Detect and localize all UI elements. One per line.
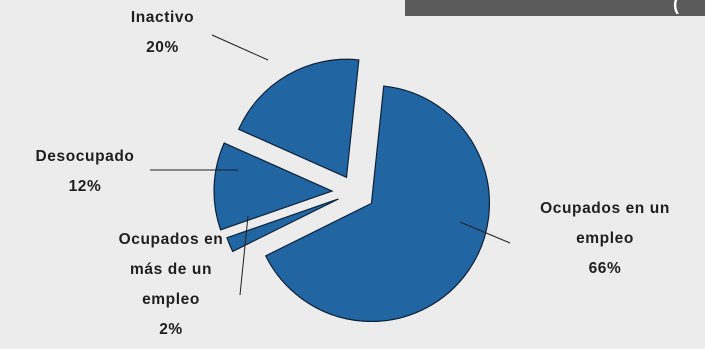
leader-line-inactivo bbox=[211, 34, 269, 61]
header-band: ( bbox=[405, 0, 705, 16]
header-partial-text: ( bbox=[673, 0, 679, 14]
slice-label-line: más de un bbox=[129, 261, 213, 278]
slice-label-line: Ocupados en bbox=[118, 231, 224, 248]
leader-line-ocupados-mas-de-un-empleo bbox=[239, 215, 249, 296]
slice-label-line: Inactivo bbox=[130, 9, 195, 26]
slice-label-line: Desocupado bbox=[35, 148, 135, 165]
slice-label-line: empleo bbox=[576, 230, 634, 247]
slice-percent: 2% bbox=[159, 321, 183, 338]
slice-percent: 20% bbox=[146, 39, 179, 56]
slice-label-line: Ocupados en un bbox=[540, 200, 670, 217]
slice-label-ocupados-mas-de-un-empleo: Ocupados en más de un empleo 2% bbox=[86, 225, 256, 345]
slice-percent: 66% bbox=[588, 260, 622, 277]
pie-slice-inactivo bbox=[237, 58, 360, 179]
leader-line-ocupados-un-empleo bbox=[459, 221, 511, 244]
slice-label-ocupados-un-empleo: Ocupados en un empleo 66% bbox=[505, 194, 705, 284]
slice-percent: 12% bbox=[68, 178, 102, 195]
slice-label-line: empleo bbox=[142, 291, 200, 308]
slice-label-desocupado: Desocupado 12% bbox=[5, 142, 165, 202]
pie-slice-desocupado bbox=[213, 142, 334, 231]
pie-slice-ocupados-mas-de-un-empleo bbox=[226, 198, 339, 253]
slice-label-inactivo: Inactivo 20% bbox=[100, 3, 225, 63]
pie-slice-ocupados-un-empleo bbox=[264, 85, 490, 322]
